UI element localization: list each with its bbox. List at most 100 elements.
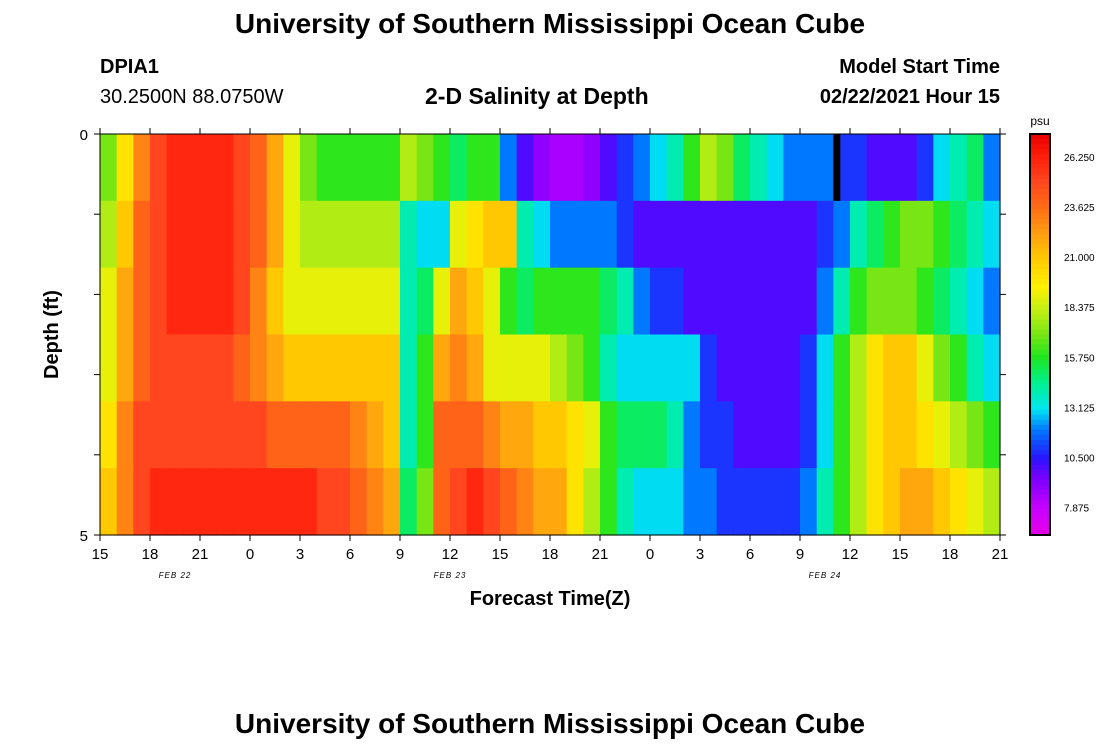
heatmap-cell	[266, 267, 284, 336]
heatmap-cell	[183, 401, 201, 469]
heatmap-cell	[200, 200, 218, 269]
heatmap-cell	[433, 267, 451, 336]
heatmap-cell	[866, 401, 884, 469]
heatmap-cell	[266, 334, 284, 402]
heatmap-cell	[800, 267, 818, 336]
heatmap-cell	[800, 401, 818, 469]
heatmap-cell	[900, 334, 918, 402]
heatmap-cell	[500, 468, 518, 536]
heatmap-cell	[183, 200, 201, 269]
colorbar-segment	[1030, 269, 1050, 275]
heatmap-cell	[366, 401, 384, 469]
heatmap-cell	[150, 134, 168, 202]
x-tick-label: 6	[746, 546, 754, 563]
colorbar-segment	[1030, 184, 1050, 190]
colorbar-label: 21.000	[1064, 253, 1095, 264]
heatmap-cell	[866, 200, 884, 269]
heatmap-cell	[100, 468, 118, 536]
heatmap-cell	[916, 334, 934, 402]
colorbar-segment	[1030, 259, 1050, 265]
colorbar-segment	[1030, 484, 1050, 491]
heatmap-cell	[433, 334, 451, 402]
footer-title: University of Southern Mississippi Ocean…	[234, 708, 866, 739]
heatmap-cell	[133, 468, 151, 536]
heatmap-cell	[583, 267, 601, 336]
heatmap-cell	[150, 468, 168, 536]
heatmap-cell	[500, 200, 518, 269]
heatmap-cell	[966, 468, 984, 536]
heatmap-cell	[733, 401, 751, 469]
heatmap-cell	[316, 401, 334, 469]
colorbar-segment	[1030, 339, 1050, 346]
heatmap-cell	[883, 134, 901, 202]
heatmap-cell	[850, 334, 868, 402]
heatmap-cell	[983, 200, 1001, 269]
x-tick-label: 3	[296, 546, 304, 563]
heatmap-cell	[616, 134, 634, 202]
heatmap-cell	[583, 200, 601, 269]
heatmap-cell	[216, 134, 234, 202]
heatmap-cell	[733, 267, 751, 336]
heatmap-cell	[750, 134, 768, 202]
heatmap-cell	[900, 401, 918, 469]
heatmap-cell	[400, 134, 418, 202]
heatmap-cell	[516, 468, 534, 536]
heatmap-cell	[666, 401, 684, 469]
colorbar-segment	[1030, 494, 1050, 501]
heatmap-cell	[650, 468, 668, 536]
heatmap-cell	[750, 334, 768, 402]
heatmap-cell	[366, 267, 384, 336]
heatmap-cell	[383, 334, 401, 402]
heatmap-cell	[183, 468, 201, 536]
heatmap-cell	[666, 468, 684, 536]
heatmap-cell	[666, 200, 684, 269]
colorbar-segment	[1030, 449, 1050, 456]
colorbar-segment	[1030, 414, 1050, 421]
heatmap-cell	[983, 401, 1001, 469]
heatmap-cell	[950, 200, 968, 269]
heatmap-cell	[616, 334, 634, 402]
heatmap-cell	[966, 334, 984, 402]
colorbar-label: 26.250	[1064, 153, 1095, 164]
colorbar-segment	[1030, 324, 1050, 331]
heatmap-cell	[500, 334, 518, 402]
colorbar-segment	[1030, 274, 1050, 280]
heatmap-cell	[883, 334, 901, 402]
heatmap-cell	[366, 134, 384, 202]
heatmap-cell	[750, 468, 768, 536]
heatmap-cell	[666, 134, 684, 202]
colorbar-segment	[1030, 164, 1050, 170]
heatmap-cell	[683, 267, 701, 336]
x-tick-label: 15	[892, 546, 909, 563]
y-tick-label: 0	[80, 127, 88, 144]
heatmap-cell	[600, 267, 618, 336]
heatmap-cell	[466, 134, 484, 202]
heatmap-cell	[516, 200, 534, 269]
heatmap-cell	[150, 267, 168, 336]
heatmap-cell	[983, 468, 1001, 536]
heatmap-cell	[383, 134, 401, 202]
heatmap-cell	[350, 267, 368, 336]
heatmap-cell	[700, 200, 718, 269]
heatmap-cell	[333, 401, 351, 469]
heatmap-cell	[516, 334, 534, 402]
colorbar-label: 10.500	[1064, 454, 1095, 465]
heatmap-cell	[183, 334, 201, 402]
heatmap-cell	[133, 134, 151, 202]
heatmap-cell	[300, 267, 318, 336]
heatmap-cell	[483, 468, 501, 536]
x-tick-label: 12	[442, 546, 459, 563]
heatmap-cell	[916, 267, 934, 336]
heatmap-cell	[866, 468, 884, 536]
heatmap-cell	[200, 134, 218, 202]
heatmap-cell	[233, 401, 251, 469]
colorbar-label: 13.125	[1064, 403, 1095, 414]
heatmap-cell	[766, 134, 784, 202]
colorbar-segment	[1030, 434, 1050, 441]
heatmap-cell	[200, 334, 218, 402]
colorbar-segment	[1030, 399, 1050, 406]
heatmap-cell	[550, 468, 568, 536]
colorbar-segment	[1030, 144, 1050, 150]
colorbar-segment	[1030, 239, 1050, 245]
colorbar-segment	[1030, 154, 1050, 160]
